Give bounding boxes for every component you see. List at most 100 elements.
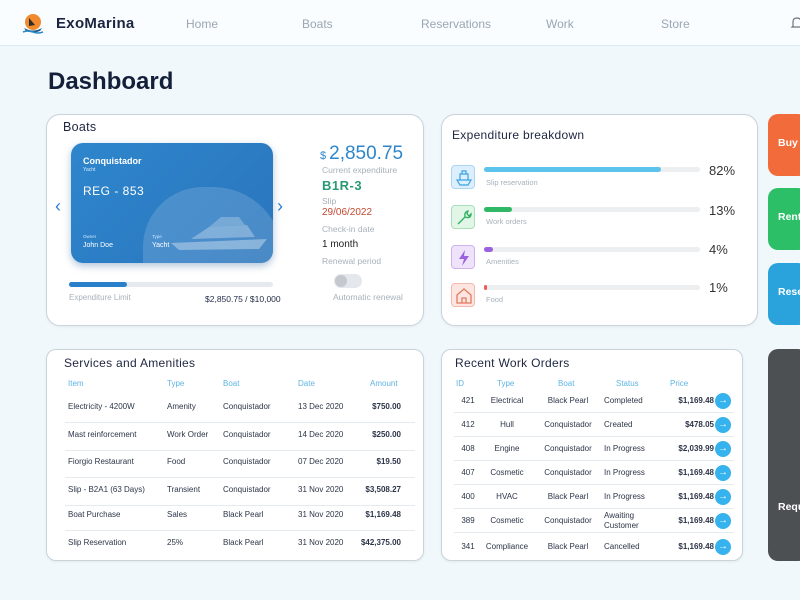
services-cell-item: Electricity - 4200W xyxy=(68,402,135,411)
rent-button-label: Rent xyxy=(778,211,800,223)
boat-card-subtitle: Yacht xyxy=(83,167,96,173)
work-orders-header-type[interactable]: Type xyxy=(497,379,515,388)
boat-card-type-caption: Type xyxy=(152,234,162,239)
house-icon xyxy=(451,283,475,307)
slip-reservation-percent: 82% xyxy=(709,163,736,178)
work-order-cell-status: In Progress xyxy=(604,468,645,477)
services-cell-type: 25% xyxy=(167,538,184,547)
arrow-right-icon[interactable]: → xyxy=(715,441,731,457)
boat-registration-card[interactable]: Conquistador Yacht REG - 853 Owner John … xyxy=(71,143,273,263)
nav-home[interactable]: Home xyxy=(186,17,219,31)
page-title: Dashboard xyxy=(48,68,174,95)
work-order-cell-status: Created xyxy=(604,420,633,429)
amenities-bar xyxy=(484,247,700,252)
automatic-renewal-toggle[interactable] xyxy=(334,274,362,288)
work-order-cell-type: Compliance xyxy=(485,542,529,551)
boats-card-title: Boats xyxy=(63,120,97,134)
nav-boats[interactable]: Boats xyxy=(302,17,333,31)
services-header-date[interactable]: Date xyxy=(298,379,315,388)
row-divider xyxy=(454,460,734,461)
work-order-cell-price: $1,169.48 xyxy=(678,396,714,405)
services-header-item[interactable]: Item xyxy=(68,379,84,388)
request-button[interactable]: Requ xyxy=(768,349,800,561)
services-cell-date: 31 Nov 2020 xyxy=(298,485,344,494)
bell-icon[interactable] xyxy=(790,16,800,30)
lightning-icon xyxy=(451,245,475,269)
nav-work[interactable]: Work xyxy=(546,17,574,31)
services-cell-boat: Black Pearl xyxy=(223,510,264,519)
request-button-label: Requ xyxy=(778,501,800,513)
work-order-cell-type: Cosmetic xyxy=(490,516,524,525)
breakdown-title: Expenditure breakdown xyxy=(452,128,585,142)
row-divider xyxy=(65,505,415,506)
food-percent: 1% xyxy=(709,280,728,295)
work-order-cell-type: HVAC xyxy=(496,492,518,501)
work-order-cell-price: $1,169.48 xyxy=(678,492,714,501)
services-cell-amount: $42,375.00 xyxy=(360,538,401,547)
work-orders-header-price[interactable]: Price xyxy=(670,379,689,388)
top-navigation-bar: ExoMarina Home Boats Reservations Work S… xyxy=(0,0,800,46)
services-header-boat[interactable]: Boat xyxy=(223,379,240,388)
work-order-cell-status: Completed xyxy=(604,396,643,405)
arrow-right-icon[interactable]: → xyxy=(715,465,731,481)
nav-reservations[interactable]: Reservations xyxy=(421,17,492,31)
previous-boat-arrow-icon[interactable]: ‹ xyxy=(55,196,61,216)
row-divider xyxy=(454,484,734,485)
work-orders-header-boat[interactable]: Boat xyxy=(558,379,575,388)
boat-card-type: Yacht xyxy=(152,242,170,249)
services-cell-boat: Conquistador xyxy=(223,430,271,439)
work-order-cell-type: Hull xyxy=(500,420,514,429)
arrow-right-icon[interactable]: → xyxy=(715,417,731,433)
services-cell-item: Slip - B2A1 (63 Days) xyxy=(68,485,145,494)
boat-card-owner: John Doe xyxy=(83,242,113,249)
services-cell-item: Fiorgio Restaurant xyxy=(68,457,134,466)
work-order-cell-boat: Conquistador xyxy=(544,516,592,525)
services-header-type[interactable]: Type xyxy=(167,379,185,388)
work-orders-header-status[interactable]: Status xyxy=(616,379,639,388)
slip-reservation-bar-fill xyxy=(484,167,662,172)
work-order-cell-boat: Black Pearl xyxy=(547,396,589,405)
checkin-date-label: Check-in date xyxy=(322,224,375,234)
slip-reservation-label: Slip reservation xyxy=(486,178,538,187)
card-decoration xyxy=(143,187,273,263)
work-orders-label: Work orders xyxy=(486,217,527,226)
work-order-cell-price: $1,169.48 xyxy=(678,516,714,525)
row-divider xyxy=(65,530,415,531)
services-cell-boat: Conquistador xyxy=(223,485,271,494)
food-bar xyxy=(484,285,700,290)
rent-button[interactable]: Rent xyxy=(768,188,800,250)
amenities-label: Amenities xyxy=(486,257,519,266)
work-order-cell-status: In Progress xyxy=(604,492,645,501)
work-order-cell-price: $1,169.48 xyxy=(678,542,714,551)
services-cell-type: Food xyxy=(167,457,186,466)
logo-icon[interactable] xyxy=(20,11,46,35)
work-order-cell-type: Cosmetic xyxy=(490,468,524,477)
slip-reservation-bar xyxy=(484,167,700,172)
current-expenditure-amount: $2,850.75 xyxy=(320,143,403,165)
work-order-cell-id: 412 xyxy=(461,420,475,429)
services-title: Services and Amenities xyxy=(64,356,196,370)
work-order-cell-boat: Black Pearl xyxy=(547,542,589,551)
arrow-right-icon[interactable]: → xyxy=(715,489,731,505)
amenities-percent: 4% xyxy=(709,242,728,257)
arrow-right-icon[interactable]: → xyxy=(715,539,731,555)
work-order-cell-id: 341 xyxy=(461,542,475,551)
brand-name[interactable]: ExoMarina xyxy=(56,15,135,32)
current-expenditure-value: 2,850.75 xyxy=(329,143,404,164)
work-order-cell-id: 389 xyxy=(461,516,475,525)
arrow-right-icon[interactable]: → xyxy=(715,513,731,529)
services-cell-type: Work Order xyxy=(167,430,209,439)
work-order-cell-boat: Conquistador xyxy=(544,444,592,453)
work-order-cell-id: 400 xyxy=(461,492,475,501)
services-header-amount[interactable]: Amount xyxy=(370,379,398,388)
toggle-knob xyxy=(335,275,347,287)
yacht-icon xyxy=(171,217,267,250)
next-boat-arrow-icon[interactable]: › xyxy=(277,196,283,216)
arrow-right-icon[interactable]: → xyxy=(715,393,731,409)
reserve-button[interactable]: Rese xyxy=(768,263,800,325)
buy-button[interactable]: Buy xyxy=(768,114,800,176)
nav-store[interactable]: Store xyxy=(661,17,690,31)
work-orders-header-id[interactable]: ID xyxy=(456,379,464,388)
wrench-icon xyxy=(451,205,475,229)
work-order-cell-price: $2,039.99 xyxy=(678,444,714,453)
